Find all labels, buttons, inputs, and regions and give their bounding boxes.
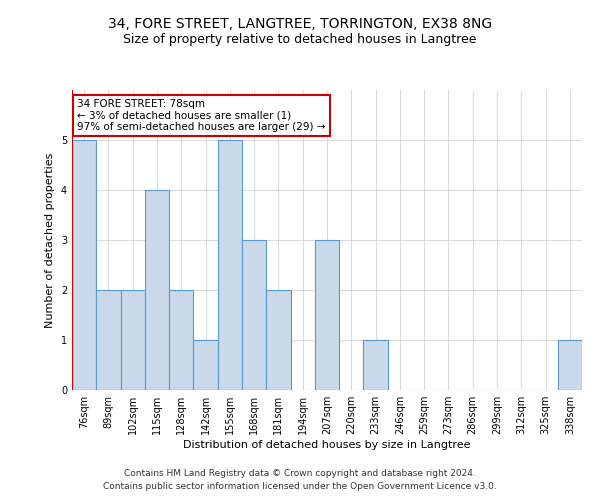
Y-axis label: Number of detached properties: Number of detached properties: [46, 152, 55, 328]
Bar: [96, 290, 121, 390]
Text: 34 FORE STREET: 78sqm
← 3% of detached houses are smaller (1)
97% of semi-detach: 34 FORE STREET: 78sqm ← 3% of detached h…: [77, 99, 326, 132]
Bar: [315, 240, 339, 390]
Bar: [121, 290, 145, 390]
Bar: [72, 140, 96, 390]
Bar: [193, 340, 218, 390]
Bar: [169, 290, 193, 390]
Bar: [266, 290, 290, 390]
Text: 34, FORE STREET, LANGTREE, TORRINGTON, EX38 8NG: 34, FORE STREET, LANGTREE, TORRINGTON, E…: [108, 18, 492, 32]
Text: Contains HM Land Registry data © Crown copyright and database right 2024.: Contains HM Land Registry data © Crown c…: [124, 468, 476, 477]
Text: Size of property relative to detached houses in Langtree: Size of property relative to detached ho…: [123, 32, 477, 46]
Bar: [145, 190, 169, 390]
Bar: [218, 140, 242, 390]
Bar: [558, 340, 582, 390]
Text: Contains public sector information licensed under the Open Government Licence v3: Contains public sector information licen…: [103, 482, 497, 491]
Bar: [364, 340, 388, 390]
X-axis label: Distribution of detached houses by size in Langtree: Distribution of detached houses by size …: [183, 440, 471, 450]
Bar: [242, 240, 266, 390]
